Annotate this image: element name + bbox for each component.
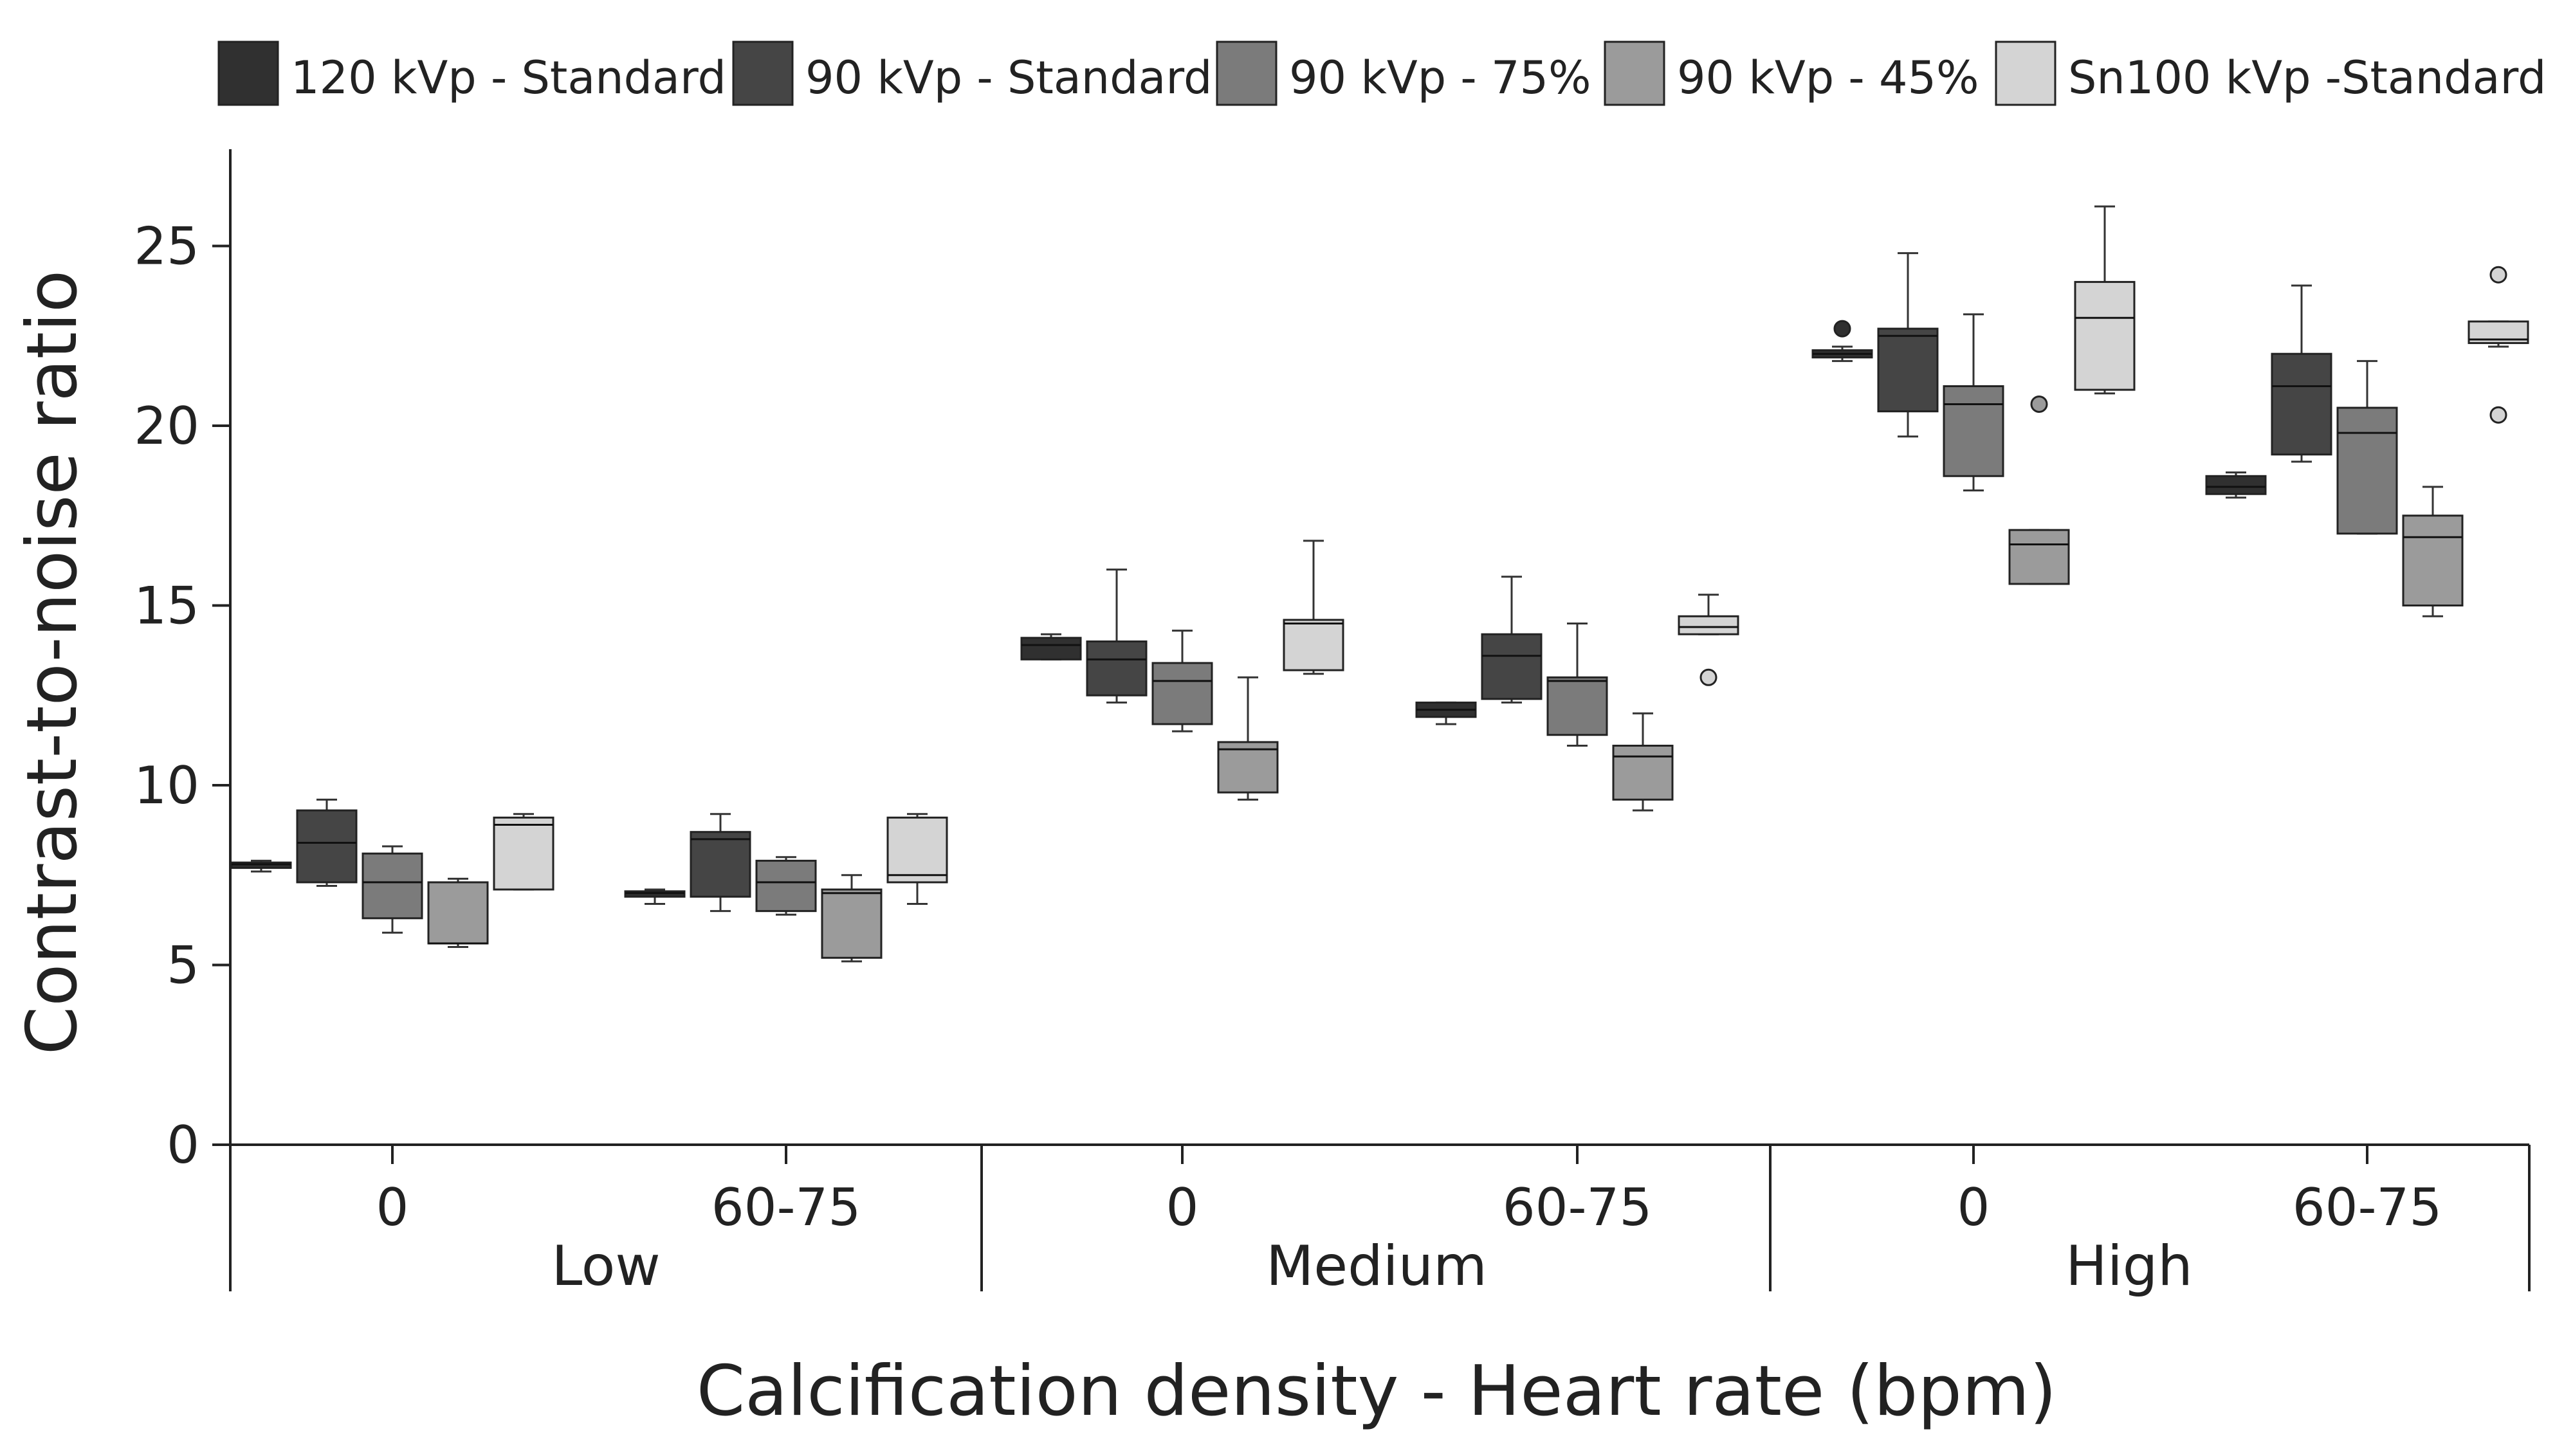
box-body — [1151, 662, 1213, 725]
legend-swatch — [217, 41, 279, 106]
box-body — [1877, 327, 1939, 413]
box — [1481, 576, 1543, 704]
box — [1217, 676, 1279, 801]
legend-label: 90 kVp - 75% — [1289, 51, 1591, 104]
box-body — [1020, 637, 1082, 660]
box — [690, 813, 751, 913]
legend-swatch — [732, 41, 794, 106]
chart-legend: 120 kVp - Standard 90 kVp - Standard 90 kV… — [217, 41, 2546, 106]
box — [1678, 594, 1739, 686]
y-axis-title: Contrast-to-noise ratio — [12, 270, 93, 1055]
box — [2074, 205, 2136, 395]
box-body — [296, 809, 358, 884]
box-body — [2271, 352, 2332, 456]
box-body — [427, 881, 489, 945]
box — [1811, 320, 1873, 362]
box — [1020, 633, 1082, 660]
legend-label: 120 kVp - Standard — [291, 51, 726, 104]
box — [2468, 266, 2529, 424]
group-label: Low — [551, 1234, 660, 1298]
box-body — [1678, 615, 1739, 635]
legend-label: 90 kVp - 45% — [1677, 51, 1979, 104]
box-body — [1612, 745, 1674, 801]
box-body — [2074, 280, 2136, 391]
x-tick-label: 0 — [376, 1178, 409, 1237]
box-body — [2008, 529, 2070, 585]
box — [755, 856, 817, 916]
box-body — [690, 831, 751, 898]
box — [427, 877, 489, 949]
y-tick-label: 20 — [134, 396, 199, 456]
box-body — [2205, 475, 2267, 495]
box-body — [1217, 741, 1279, 794]
box — [886, 813, 948, 905]
x-axis-title: Calcification density - Heart rate (bpm) — [697, 1351, 2057, 1432]
box-body — [1943, 385, 2004, 477]
box-body — [1283, 619, 1344, 671]
x-tick-label: 0 — [1166, 1178, 1199, 1237]
y-axis: 0 5 10 15 20 25 — [134, 149, 232, 1175]
box — [1546, 622, 1608, 747]
legend-label: Sn100 kVp -Standard — [2068, 51, 2546, 104]
x-tick-label: 0 — [1957, 1178, 1990, 1237]
legend-swatch — [1604, 41, 1665, 106]
box — [1151, 630, 1213, 733]
box — [1877, 252, 1939, 438]
box — [2271, 284, 2332, 463]
box-body — [493, 816, 554, 891]
outlier-point — [2489, 406, 2507, 424]
box-body — [1086, 640, 1148, 696]
outlier-point — [2489, 266, 2507, 284]
x-tick-label: 60-75 — [711, 1178, 861, 1237]
box — [296, 798, 358, 887]
legend-swatch — [1995, 41, 2056, 106]
y-tick-label: 25 — [134, 217, 199, 277]
group-label: High — [2065, 1234, 2193, 1298]
outlier-point — [1699, 668, 1717, 686]
box-body — [362, 852, 423, 920]
box-body — [755, 859, 817, 913]
box — [1283, 540, 1344, 675]
box — [2008, 395, 2070, 585]
box — [2402, 486, 2464, 617]
y-tick-label: 10 — [134, 756, 199, 815]
y-tick-label: 15 — [134, 576, 199, 636]
box — [1943, 313, 2004, 492]
plot-area — [230, 205, 2529, 963]
group-label: Medium — [1266, 1234, 1487, 1298]
legend-swatch — [1216, 41, 1278, 106]
x-tick-label: 60-75 — [1503, 1178, 1652, 1237]
y-tick-label: 5 — [167, 936, 199, 996]
box — [493, 813, 554, 891]
box — [230, 859, 292, 873]
box — [624, 888, 686, 905]
box-body — [886, 816, 948, 884]
outlier-point — [2030, 395, 2048, 413]
box — [1415, 701, 1477, 725]
box — [362, 845, 423, 934]
box — [2336, 359, 2398, 535]
x-axis: Low 0 60-75 Medium 0 60-75 High 0 60-75 — [229, 1143, 2531, 1298]
box-body — [1546, 676, 1608, 736]
outlier-point — [1833, 320, 1851, 338]
y-tick-label: 0 — [167, 1115, 199, 1175]
legend-label: 90 kVp - Standard — [805, 51, 1212, 104]
box — [821, 874, 883, 963]
box — [1086, 569, 1148, 704]
box — [2205, 471, 2267, 499]
box-body — [2336, 406, 2398, 535]
box-body — [2402, 514, 2464, 606]
x-tick-label: 60-75 — [2293, 1178, 2442, 1237]
box-body — [821, 888, 883, 959]
box-body — [1481, 633, 1543, 700]
box — [1612, 712, 1674, 812]
